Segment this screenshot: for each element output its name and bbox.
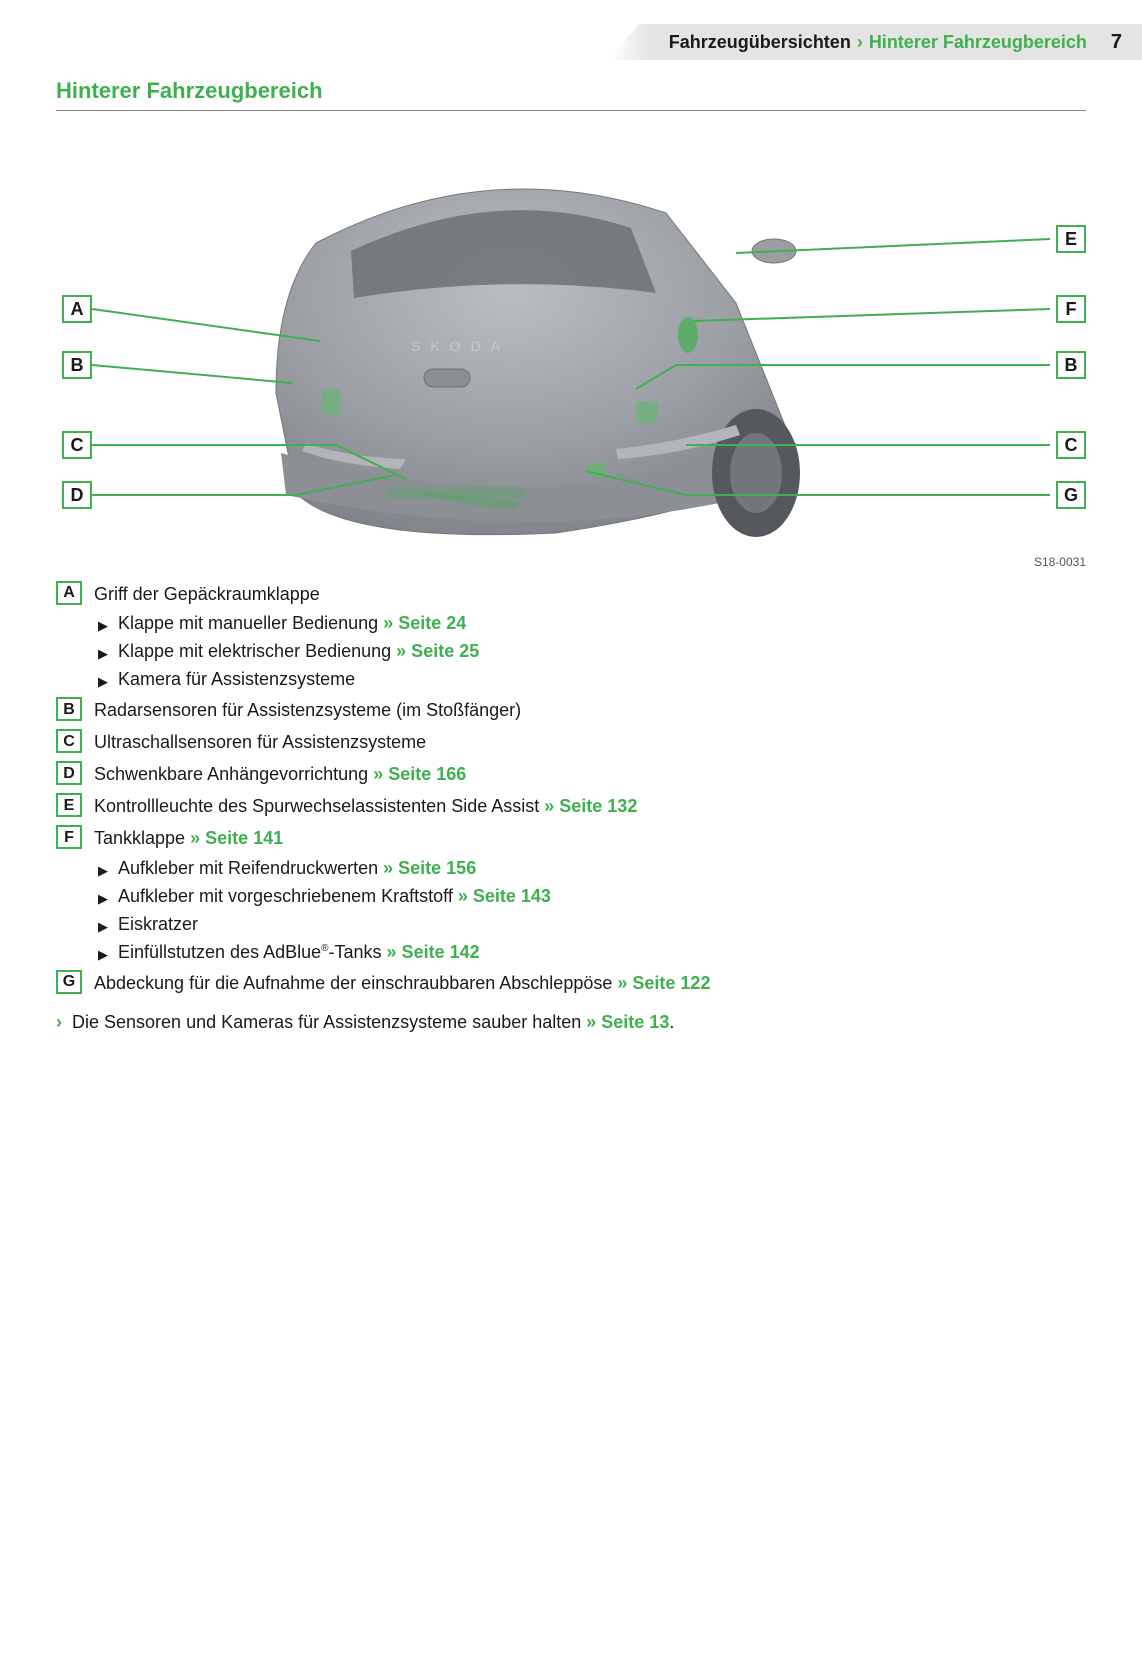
legend-text: Kontrollleuchte des Spurwechselassistent…: [94, 793, 1086, 819]
legend-letter-box: E: [56, 793, 82, 817]
page-link[interactable]: » Seite 132: [544, 796, 637, 816]
callout-box-a: A: [62, 295, 92, 323]
legend-sub-text: Eiskratzer: [118, 914, 198, 935]
legend-letter-box: C: [56, 729, 82, 753]
legend-letter-box: G: [56, 970, 82, 994]
legend-sub-item: ▶ Kamera für Assistenzsysteme: [98, 669, 1086, 695]
car-rear-diagram-svg: SKODA: [56, 123, 1086, 563]
figure-id: S18-0031: [1034, 555, 1086, 569]
legend-text: Ultraschallsensoren für Assistenzsysteme: [94, 729, 1086, 755]
callout-box-f: F: [1056, 295, 1086, 323]
legend-sub-item: ▶ Klappe mit manueller Bedienung » Seite …: [98, 613, 1086, 639]
callout-box-e: E: [1056, 225, 1086, 253]
callout-box-g: G: [1056, 481, 1086, 509]
breadcrumb-section: Hinterer Fahrzeugbereich: [869, 32, 1087, 53]
legend-text: Griff der Gepäckraumklappe: [94, 581, 1086, 607]
page-link[interactable]: » Seite 156: [383, 858, 476, 878]
triangle-bullet-icon: ▶: [98, 942, 108, 968]
page-link[interactable]: » Seite 24: [383, 613, 466, 633]
legend-letter-box: F: [56, 825, 82, 849]
callout-box-b: B: [1056, 351, 1086, 379]
legend-sub-item: ▶ Einfüllstutzen des AdBlue®-Tanks » Seit…: [98, 942, 1086, 968]
legend-item-e: E Kontrollleuchte des Spurwechselassisten…: [56, 793, 1086, 819]
callout-box-b: B: [62, 351, 92, 379]
legend-letter-box: B: [56, 697, 82, 721]
vehicle-rear-figure: SKODA: [56, 123, 1086, 563]
svg-text:SKODA: SKODA: [411, 338, 510, 354]
page-link[interactable]: » Seite 166: [373, 764, 466, 784]
triangle-bullet-icon: ▶: [98, 886, 108, 912]
legend-sub-item: ▶ Klappe mit elektrischer Bedienung » Sei…: [98, 641, 1086, 667]
legend-item-a: A Griff der Gepäckraumklappe: [56, 581, 1086, 607]
triangle-bullet-icon: ▶: [98, 613, 108, 639]
page-link[interactable]: » Seite 25: [396, 641, 479, 661]
legend-letter-box: A: [56, 581, 82, 605]
page-number: 7: [1111, 31, 1122, 54]
callout-box-d: D: [62, 481, 92, 509]
legend-text: Radarsensoren für Assistenzsysteme (im S…: [94, 697, 1086, 723]
legend-sub-item: ▶ Aufkleber mit Reifendruckwerten » Seite…: [98, 858, 1086, 884]
callout-box-c: C: [62, 431, 92, 459]
triangle-bullet-icon: ▶: [98, 669, 108, 695]
page-content: Hinterer Fahrzeugbereich SKODA: [56, 78, 1086, 1033]
legend-sub-text: Klappe mit manueller Bedienung » Seite 2…: [118, 613, 466, 634]
page-header: Fahrzeugübersichten › Hinterer Fahrzeugb…: [609, 24, 1142, 60]
legend-text: Schwenkbare Anhängevorrichtung » Seite 1…: [94, 761, 1086, 787]
page-link[interactable]: » Seite 142: [387, 942, 480, 962]
note-page-link[interactable]: » Seite 13: [586, 1012, 669, 1032]
breadcrumb-separator: ›: [857, 32, 863, 53]
legend-sub-text: Kamera für Assistenzsysteme: [118, 669, 355, 690]
breadcrumb-root: Fahrzeugübersichten: [669, 32, 851, 53]
page-link[interactable]: » Seite 141: [190, 828, 283, 848]
legend-item-g: G Abdeckung für die Aufnahme der einschra…: [56, 970, 1086, 996]
note-text: Die Sensoren und Kameras für Assistenzsy…: [72, 1012, 674, 1033]
maintenance-note: › Die Sensoren und Kameras für Assistenz…: [56, 1012, 1086, 1033]
triangle-bullet-icon: ▶: [98, 641, 108, 667]
legend-sub-text: Aufkleber mit Reifendruckwerten » Seite …: [118, 858, 476, 879]
legend-sub-text: Aufkleber mit vorgeschriebenem Kraftstof…: [118, 886, 551, 907]
legend-item-f: F Tankklappe » Seite 141: [56, 825, 1086, 851]
callout-box-c: C: [1056, 431, 1086, 459]
legend-letter-box: D: [56, 761, 82, 785]
page-link[interactable]: » Seite 143: [458, 886, 551, 906]
legend-sub-text: Klappe mit elektrischer Bedienung » Seit…: [118, 641, 479, 662]
legend-item-c: C Ultraschallsensoren für Assistenzsystem…: [56, 729, 1086, 755]
triangle-bullet-icon: ▶: [98, 858, 108, 884]
section-title: Hinterer Fahrzeugbereich: [56, 78, 1086, 111]
legend-sub-item: ▶ Aufkleber mit vorgeschriebenem Kraftsto…: [98, 886, 1086, 912]
legend-list: A Griff der Gepäckraumklappe ▶ Klappe mit m…: [56, 581, 1086, 996]
legend-item-d: D Schwenkbare Anhängevorrichtung » Seite …: [56, 761, 1086, 787]
legend-text: Abdeckung für die Aufnahme der einschrau…: [94, 970, 1086, 996]
triangle-bullet-icon: ▶: [98, 914, 108, 940]
note-bullet-icon: ›: [56, 1012, 62, 1033]
legend-sub-item: ▶ Eiskratzer: [98, 914, 1086, 940]
page-link[interactable]: » Seite 122: [617, 973, 710, 993]
legend-text: Tankklappe » Seite 141: [94, 825, 1086, 851]
legend-item-b: B Radarsensoren für Assistenzsysteme (im …: [56, 697, 1086, 723]
legend-sub-text: Einfüllstutzen des AdBlue®-Tanks » Seite…: [118, 942, 480, 963]
